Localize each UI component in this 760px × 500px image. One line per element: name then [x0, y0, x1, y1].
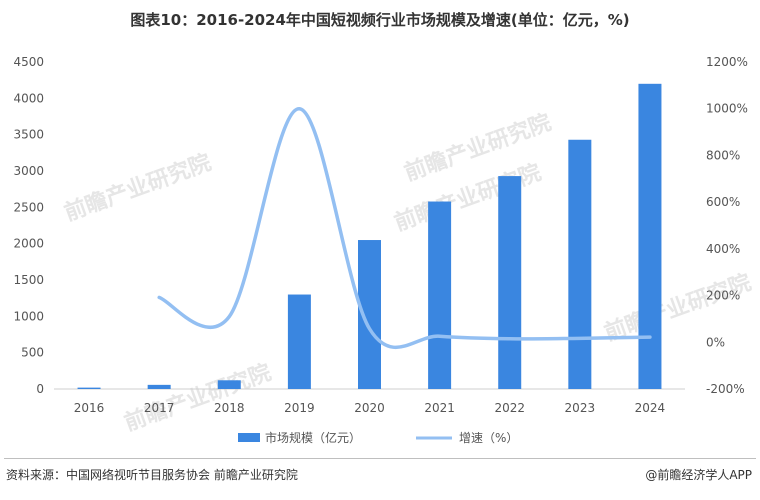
x-tick-label: 2016	[74, 401, 105, 415]
legend-line-label: 增速（%）	[459, 431, 518, 445]
y-left-tick-label: 1500	[13, 273, 44, 287]
y-right-tick-label: 1200%	[706, 55, 748, 69]
bar	[217, 380, 241, 389]
footer-divider	[4, 458, 756, 459]
x-tick-label: 2019	[284, 401, 315, 415]
x-tick-label: 2020	[354, 401, 385, 415]
y-left-tick-label: 4500	[13, 55, 44, 69]
x-tick-label: 2017	[144, 401, 175, 415]
y-left-tick-label: 2000	[13, 237, 44, 251]
bar	[77, 387, 101, 389]
x-tick-label: 2022	[494, 401, 525, 415]
y-right-tick-label: 800%	[706, 148, 740, 162]
growth-line	[157, 106, 652, 350]
y-left-tick-label: 4000	[13, 91, 44, 105]
y-left-tick-label: 0	[36, 382, 44, 396]
bar	[568, 139, 592, 389]
x-tick-label: 2023	[565, 401, 596, 415]
y-left-tick-label: 3500	[13, 128, 44, 142]
legend-bar-label: 市场规模（亿元）	[265, 430, 361, 445]
x-tick-label: 2021	[424, 401, 455, 415]
bar	[147, 384, 171, 389]
legend-bar-swatch	[238, 433, 260, 442]
brand-label: @前瞻经济学人APP	[645, 468, 752, 482]
y-right-tick-label: 600%	[706, 195, 740, 209]
y-right-tick-label: 400%	[706, 242, 740, 256]
x-tick-label: 2018	[214, 401, 245, 415]
chart-title: 图表10：2016-2024年中国短视频行业市场规模及增速(单位：亿元，%)	[130, 11, 630, 29]
y-right-tick-label: 200%	[706, 289, 740, 303]
source-note: 资料来源：中国网络视听节目服务协会 前瞻产业研究院	[6, 468, 298, 482]
y-right-tick-label: 0%	[706, 335, 725, 349]
bar	[358, 240, 381, 389]
y-left-tick-label: 3000	[13, 164, 44, 178]
y-left-tick-label: 500	[21, 346, 44, 360]
bar	[498, 176, 522, 389]
bar	[428, 201, 452, 389]
y-left-tick-label: 1000	[13, 309, 44, 323]
bar	[287, 294, 311, 389]
bar	[638, 83, 662, 390]
y-right-tick-label: -200%	[706, 382, 745, 396]
y-left-tick-label: 2500	[13, 200, 44, 214]
chart-canvas: 0 500 1000 1500 2000 2500 3000 3500 4000 4500 -200…	[13, 55, 748, 445]
x-tick-label: 2024	[635, 401, 666, 415]
y-right-tick-label: 1000%	[706, 102, 748, 116]
